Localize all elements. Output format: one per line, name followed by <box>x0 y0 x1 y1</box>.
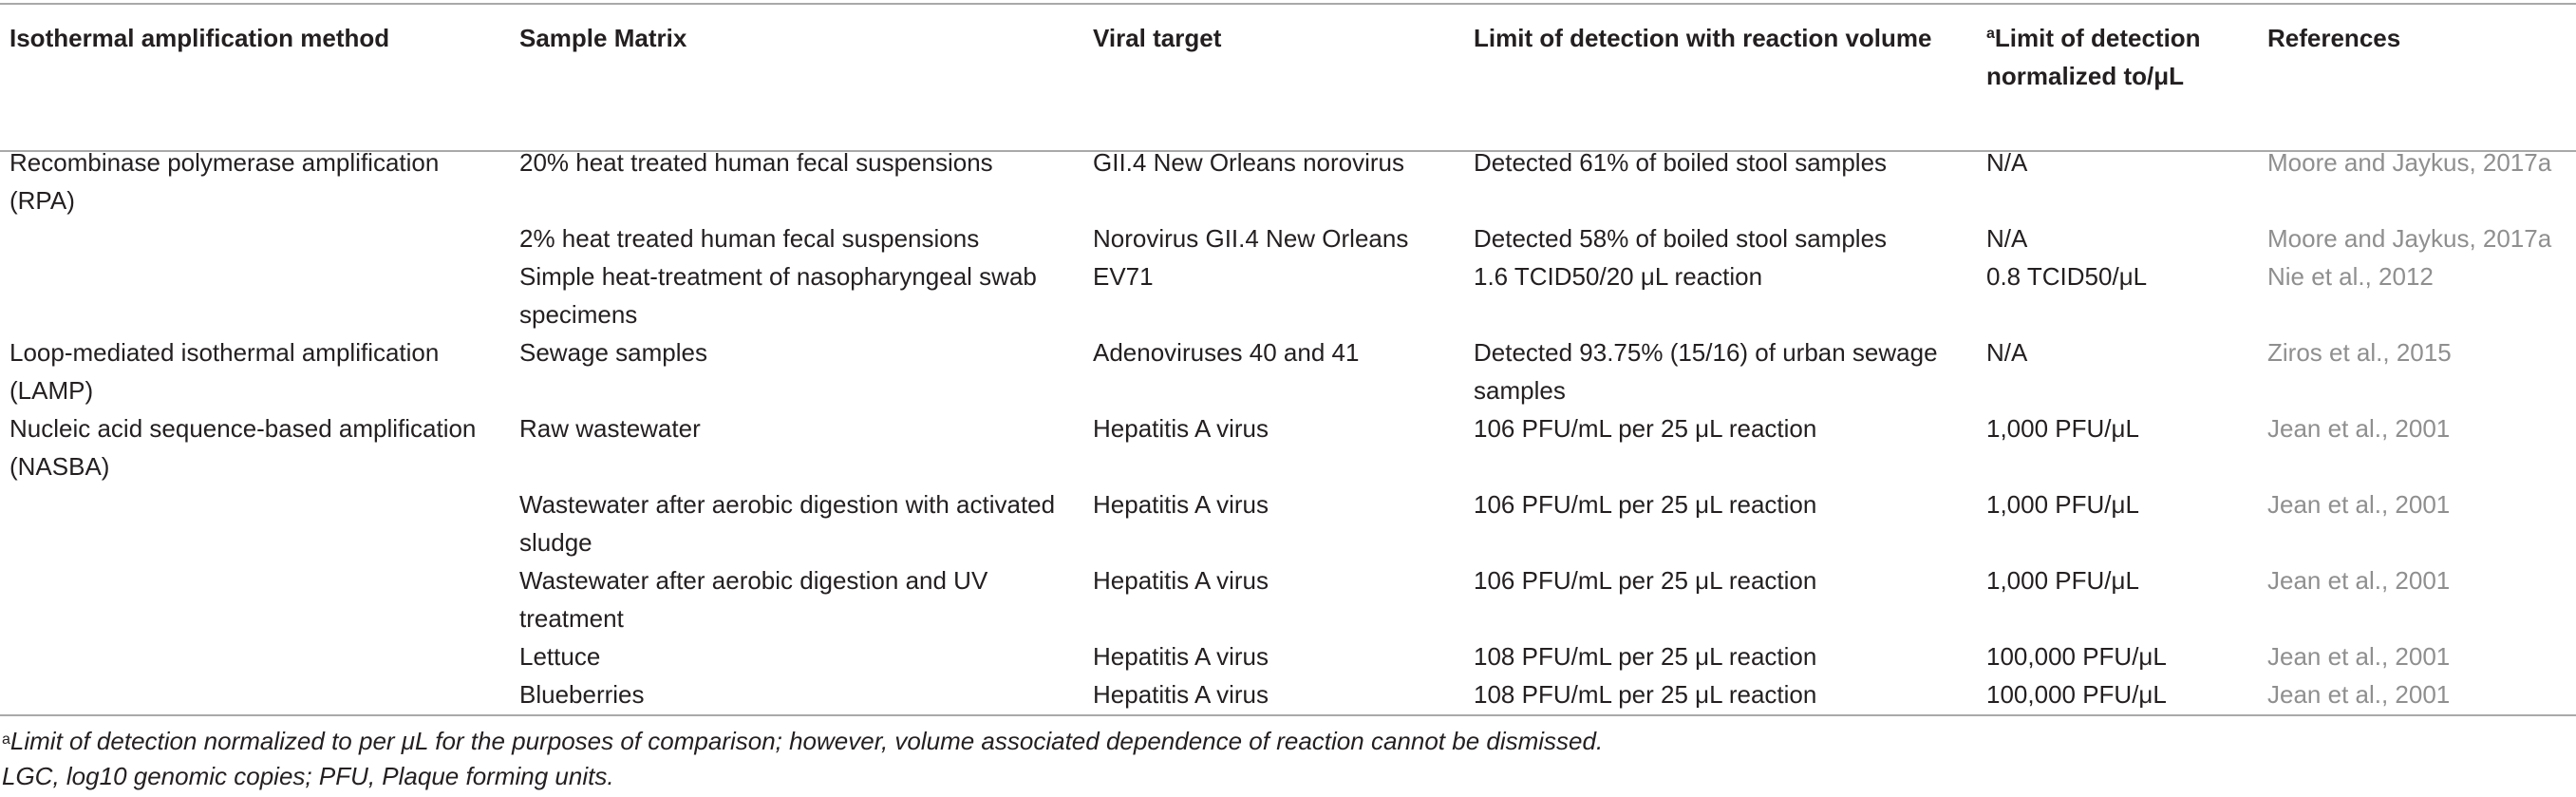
cell-normalized-limit: 1,000 PFU/μL <box>1986 566 2139 595</box>
table-row: Nucleic acid sequence-based amplificatio… <box>0 409 2576 485</box>
cell-sample-matrix: Simple heat-treatment of nasopharyngeal … <box>519 262 1037 329</box>
header-sample-matrix: Sample Matrix <box>519 24 687 52</box>
cell-method: Loop-mediated isothermal amplification (… <box>9 338 440 405</box>
cell-sample-matrix: Wastewater after aerobic digestion and U… <box>519 566 988 633</box>
cell-viral-target: Hepatitis A virus <box>1093 490 1269 519</box>
cell-viral-target: GII.4 New Orleans norovirus <box>1093 148 1405 177</box>
table-row: Blueberries Hepatitis A virus 108 PFU/mL p… <box>0 675 2576 713</box>
cell-viral-target: Hepatitis A virus <box>1093 566 1269 595</box>
cell-normalized-limit: 1,000 PFU/μL <box>1986 490 2139 519</box>
header-normalized-label: Limit of detection normalized to/μL <box>1986 24 2201 90</box>
cell-limit-of-detection: 108 PFU/mL per 25 μL reaction <box>1474 642 1817 671</box>
footnote-abbreviations: LGC, log10 genomic copies; PFU, Plaque f… <box>2 762 614 790</box>
cell-sample-matrix: 2% heat treated human fecal suspensions <box>519 224 980 253</box>
cell-method <box>0 485 510 561</box>
cell-method: Nucleic acid sequence-based amplificatio… <box>9 414 477 481</box>
footnote-a-text: Limit of detection normalized to per μL … <box>9 727 1604 755</box>
cell-normalized-limit: N/A <box>1986 148 2028 177</box>
header-references: References <box>2267 24 2401 52</box>
cell-limit-of-detection: 106 PFU/mL per 25 μL reaction <box>1474 490 1817 519</box>
cell-normalized-limit: 0.8 TCID50/μL <box>1986 262 2148 291</box>
cell-viral-target: Hepatitis A virus <box>1093 680 1269 709</box>
cell-sample-matrix: Raw wastewater <box>519 414 701 443</box>
cell-method <box>0 637 510 675</box>
cell-method <box>0 561 510 637</box>
cell-limit-of-detection: 106 PFU/mL per 25 μL reaction <box>1474 566 1817 595</box>
footnotes: aLimit of detection normalized to per μL… <box>2 724 1603 794</box>
header-superscript: a <box>1986 26 1995 42</box>
header-limit-of-detection: Limit of detection with reaction volume <box>1474 24 1932 52</box>
cell-reference: Moore and Jaykus, 2017a <box>2267 224 2552 253</box>
cell-reference: Jean et al., 2001 <box>2267 680 2451 709</box>
cell-sample-matrix: Sewage samples <box>519 338 707 367</box>
data-table: Isothermal amplification method Sample M… <box>0 5 2576 713</box>
table-row: Simple heat-treatment of nasopharyngeal … <box>0 257 2576 333</box>
cell-limit-of-detection: 106 PFU/mL per 25 μL reaction <box>1474 414 1817 443</box>
cell-reference: Jean et al., 2001 <box>2267 566 2451 595</box>
cell-normalized-limit: 100,000 PFU/μL <box>1986 642 2167 671</box>
cell-reference: Jean et al., 2001 <box>2267 490 2451 519</box>
cell-limit-of-detection: 1.6 TCID50/20 μL reaction <box>1474 262 1763 291</box>
header-viral-target: Viral target <box>1093 24 1222 52</box>
cell-reference: Nie et al., 2012 <box>2267 262 2434 291</box>
cell-reference: Jean et al., 2001 <box>2267 414 2451 443</box>
cell-limit-of-detection: Detected 58% of boiled stool samples <box>1474 224 1888 253</box>
cell-viral-target: Hepatitis A virus <box>1093 414 1269 443</box>
cell-method: Recombinase polymerase amplification (RP… <box>9 148 440 215</box>
cell-reference: Moore and Jaykus, 2017a <box>2267 148 2552 177</box>
cell-viral-target: Adenoviruses 40 and 41 <box>1093 338 1360 367</box>
cell-reference: Ziros et al., 2015 <box>2267 338 2452 367</box>
cell-normalized-limit: 1,000 PFU/μL <box>1986 414 2139 443</box>
table-row: Recombinase polymerase amplification (RP… <box>0 136 2576 219</box>
cell-viral-target: Hepatitis A virus <box>1093 642 1269 671</box>
cell-limit-of-detection: Detected 61% of boiled stool samples <box>1474 148 1888 177</box>
top-rule <box>0 3 2576 5</box>
table-row: Wastewater after aerobic digestion with … <box>0 485 2576 561</box>
cell-reference: Jean et al., 2001 <box>2267 642 2451 671</box>
cell-method <box>0 219 510 257</box>
cell-sample-matrix: Wastewater after aerobic digestion with … <box>519 490 1056 557</box>
cell-viral-target: Norovirus GII.4 New Orleans <box>1093 224 1409 253</box>
cell-sample-matrix: Blueberries <box>519 680 645 709</box>
header-row: Isothermal amplification method Sample M… <box>0 5 2576 136</box>
table-row: 2% heat treated human fecal suspensions N… <box>0 219 2576 257</box>
cell-normalized-limit: N/A <box>1986 224 2028 253</box>
table-body: Recombinase polymerase amplification (RP… <box>0 136 2576 713</box>
cell-sample-matrix: 20% heat treated human fecal suspensions <box>519 148 993 177</box>
table-row: Wastewater after aerobic digestion and U… <box>0 561 2576 637</box>
table-row: Loop-mediated isothermal amplification (… <box>0 333 2576 409</box>
header-method: Isothermal amplification method <box>9 24 390 52</box>
cell-sample-matrix: Lettuce <box>519 642 601 671</box>
table-row: Lettuce Hepatitis A virus 108 PFU/mL per 2… <box>0 637 2576 675</box>
cell-method <box>0 257 510 333</box>
header-rule <box>0 150 2576 152</box>
cell-method <box>0 675 510 713</box>
cell-viral-target: EV71 <box>1093 262 1154 291</box>
cell-normalized-limit: 100,000 PFU/μL <box>1986 680 2167 709</box>
header-normalized-limit: aLimit of detection normalized to/μL <box>1977 5 2258 136</box>
bottom-rule <box>0 714 2576 716</box>
footnote-a: aLimit of detection normalized to per μL… <box>2 724 1603 759</box>
footnote-a-marker: a <box>2 731 10 748</box>
cell-normalized-limit: N/A <box>1986 338 2028 367</box>
cell-limit-of-detection: Detected 93.75% (15/16) of urban sewage … <box>1474 338 1938 405</box>
cell-limit-of-detection: 108 PFU/mL per 25 μL reaction <box>1474 680 1817 709</box>
